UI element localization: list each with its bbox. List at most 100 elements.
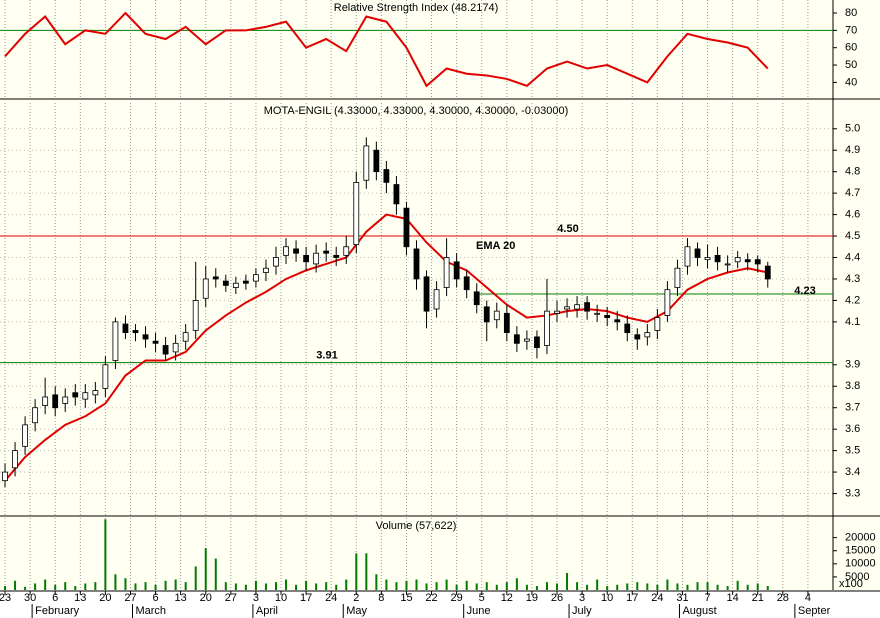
candle-body bbox=[373, 149, 380, 173]
volume-bar bbox=[566, 572, 569, 590]
candle-body bbox=[62, 396, 69, 404]
candle-body bbox=[483, 306, 490, 323]
candle-body bbox=[513, 334, 520, 344]
x-tick-label: 24 bbox=[325, 592, 337, 604]
volume-bar bbox=[726, 586, 729, 590]
candle-body bbox=[503, 312, 510, 334]
x-tick-label: 8 bbox=[378, 592, 384, 604]
volume-bar bbox=[54, 584, 57, 590]
candle-body bbox=[423, 276, 430, 312]
x-tick-label: 23 bbox=[0, 592, 11, 604]
volume-bar bbox=[94, 582, 97, 590]
x-tick-label: 2 bbox=[353, 592, 359, 604]
candle-body bbox=[42, 396, 49, 406]
candle-body bbox=[534, 336, 540, 349]
month-label: March bbox=[135, 605, 166, 617]
candle-body bbox=[283, 246, 289, 256]
volume-bar bbox=[515, 578, 518, 590]
y-tick-label: 3.8 bbox=[845, 380, 860, 392]
volume-bar bbox=[184, 582, 187, 590]
volume-bar bbox=[475, 583, 478, 590]
candle-body bbox=[12, 450, 18, 469]
volume-bar bbox=[124, 578, 127, 590]
y-tick-label: 10000 bbox=[845, 558, 876, 570]
volume-bar bbox=[606, 586, 609, 590]
y-tick-label: 4.5 bbox=[845, 230, 860, 242]
y-tick-label: 5000 bbox=[845, 571, 869, 583]
volume-bar bbox=[214, 558, 217, 590]
volume-bar bbox=[415, 579, 418, 590]
x-tick-label: 5 bbox=[479, 592, 485, 604]
x-tick-label: 13 bbox=[175, 592, 187, 604]
candle-body bbox=[92, 390, 99, 396]
volume-bar bbox=[746, 584, 749, 590]
candle-body bbox=[604, 315, 611, 318]
candle-body bbox=[253, 274, 259, 282]
volume-bar bbox=[646, 583, 649, 590]
y-tick-label: 3.3 bbox=[845, 487, 860, 499]
y-tick-label: 4.4 bbox=[845, 251, 860, 263]
candle-body bbox=[544, 310, 550, 346]
volume-bar bbox=[14, 580, 17, 590]
ema-line bbox=[4, 213, 768, 482]
volume-bar bbox=[596, 579, 599, 590]
volume-bar bbox=[716, 584, 719, 590]
candle-body bbox=[574, 304, 580, 310]
volume-bar bbox=[465, 580, 468, 590]
candle-body bbox=[453, 261, 460, 280]
candle-body bbox=[614, 319, 621, 323]
candle-body bbox=[212, 276, 219, 280]
volume-bar bbox=[335, 584, 338, 590]
volume-bar bbox=[535, 586, 538, 590]
volume-bar bbox=[204, 548, 207, 590]
unit-label: x100 bbox=[839, 578, 863, 590]
x-tick-label: 27 bbox=[124, 592, 136, 604]
x-tick-label: 13 bbox=[74, 592, 86, 604]
x-tick-label: 28 bbox=[777, 592, 789, 604]
candle-body bbox=[463, 276, 470, 291]
volume-bar bbox=[706, 582, 709, 590]
candle-body bbox=[232, 282, 239, 288]
candle-body bbox=[664, 289, 671, 316]
candle-body bbox=[443, 257, 450, 288]
volume-bar bbox=[24, 586, 27, 590]
volume-bar bbox=[556, 583, 559, 590]
x-tick-label: 27 bbox=[225, 592, 237, 604]
volume-bar bbox=[34, 583, 37, 590]
volume-bar bbox=[405, 580, 408, 590]
y-tick-label: 4.2 bbox=[845, 294, 860, 306]
volume-bar bbox=[375, 574, 378, 590]
candle-body bbox=[584, 302, 591, 312]
candle-body bbox=[674, 267, 681, 288]
volume-bar bbox=[395, 582, 398, 590]
candle-body bbox=[493, 310, 500, 321]
x-tick-label: 6 bbox=[152, 592, 158, 604]
volume-bar bbox=[244, 584, 247, 590]
volume-bar bbox=[636, 582, 639, 590]
volume-bar bbox=[756, 583, 759, 590]
candle-body bbox=[202, 278, 209, 299]
candle-body bbox=[32, 407, 39, 424]
volume-bar bbox=[305, 580, 308, 590]
rsi-line bbox=[4, 11, 769, 88]
candle-body bbox=[172, 342, 179, 353]
y-tick-label: 3.4 bbox=[845, 466, 860, 478]
candle-body bbox=[594, 312, 601, 315]
volume-bar bbox=[144, 582, 147, 590]
candle-body bbox=[263, 267, 269, 273]
ema-label: EMA 20 bbox=[476, 240, 515, 252]
volume-bar bbox=[425, 583, 428, 590]
volume-bar bbox=[525, 584, 528, 590]
month-label: February bbox=[35, 605, 80, 617]
candle-body bbox=[293, 248, 299, 254]
month-label: Septer bbox=[798, 605, 831, 617]
candle-body bbox=[634, 334, 641, 340]
candle-body bbox=[323, 250, 330, 254]
candle-body bbox=[182, 332, 189, 342]
volume-bar bbox=[455, 584, 458, 590]
volume-bar bbox=[164, 580, 167, 590]
volume-bar bbox=[4, 586, 7, 590]
y-tick-label: 40 bbox=[845, 76, 857, 88]
volume-bar bbox=[134, 583, 137, 590]
